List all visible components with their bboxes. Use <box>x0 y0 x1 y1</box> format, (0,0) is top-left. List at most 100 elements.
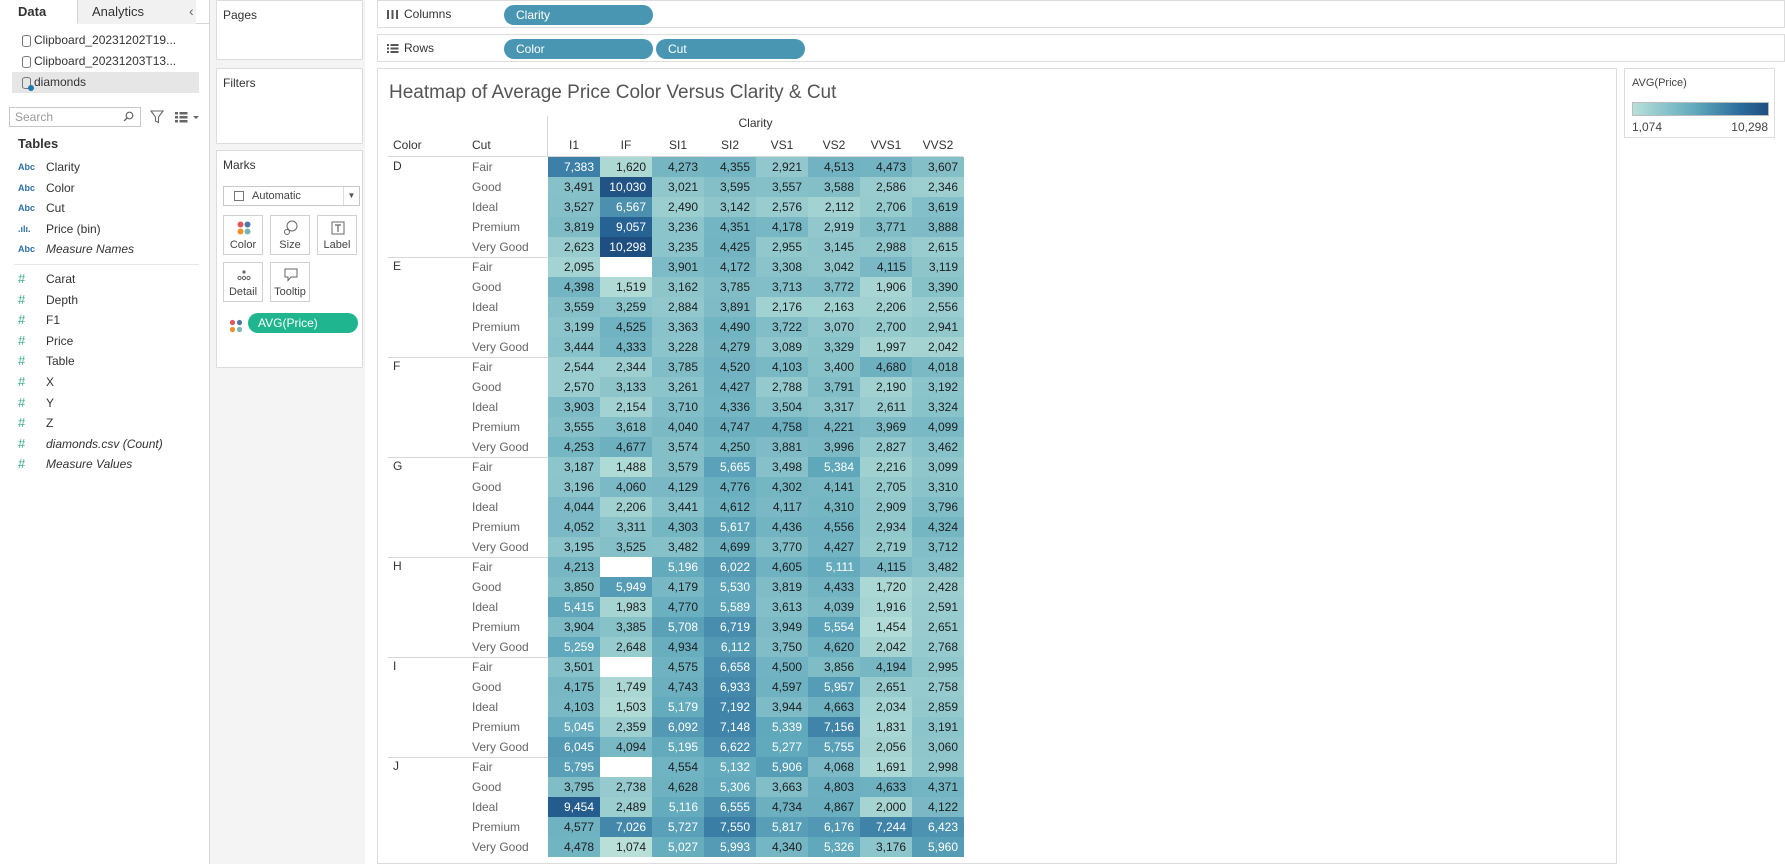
filter-icon[interactable] <box>149 109 165 125</box>
heatmap-cell[interactable]: 4,253 <box>548 437 600 457</box>
heatmap-cell[interactable]: 3,187 <box>548 457 600 477</box>
heatmap-cell[interactable]: 2,884 <box>652 297 704 317</box>
heatmap-cell[interactable]: 4,734 <box>756 797 808 817</box>
heatmap-cell[interactable]: 4,513 <box>808 157 860 177</box>
heatmap-cell[interactable]: 6,022 <box>704 557 756 577</box>
heatmap-cell[interactable]: 6,719 <box>704 617 756 637</box>
heatmap-cell[interactable]: 3,772 <box>808 277 860 297</box>
heatmap-cell[interactable]: 2,909 <box>860 497 912 517</box>
heatmap-cell[interactable]: 4,129 <box>652 477 704 497</box>
heatmap-cell[interactable]: 4,433 <box>808 577 860 597</box>
color-row-label[interactable]: E <box>393 259 402 273</box>
heatmap-cell[interactable]: 3,162 <box>652 277 704 297</box>
cut-row-label[interactable]: Very Good <box>472 440 529 454</box>
heatmap-cell[interactable]: 6,658 <box>704 657 756 677</box>
heatmap-cell[interactable]: 3,770 <box>756 537 808 557</box>
heatmap-cell[interactable]: 5,755 <box>808 737 860 757</box>
heatmap-cell[interactable]: 4,040 <box>652 417 704 437</box>
heatmap-cell[interactable]: 6,567 <box>600 197 652 217</box>
heatmap-cell[interactable]: 4,117 <box>756 497 808 517</box>
heatmap-cell[interactable]: 2,042 <box>860 637 912 657</box>
heatmap-cell[interactable]: 3,311 <box>600 517 652 537</box>
heatmap-cell[interactable]: 4,612 <box>704 497 756 517</box>
heatmap-cell[interactable]: 1,488 <box>600 457 652 477</box>
heatmap-cell[interactable]: 4,490 <box>704 317 756 337</box>
heatmap-cell[interactable]: 4,279 <box>704 337 756 357</box>
field-measure-names[interactable]: Abc Measure Names <box>0 239 209 260</box>
heatmap-cell[interactable]: 5,960 <box>912 837 964 857</box>
heatmap-cell[interactable]: 2,216 <box>860 457 912 477</box>
heatmap-cell[interactable]: 1,983 <box>600 597 652 617</box>
heatmap-cell[interactable]: 2,570 <box>548 377 600 397</box>
heatmap-cell[interactable]: 2,768 <box>912 637 964 657</box>
heatmap-cell[interactable]: 5,132 <box>704 757 756 777</box>
heatmap-cell[interactable]: 3,856 <box>808 657 860 677</box>
cut-row-label[interactable]: Good <box>472 780 502 794</box>
heatmap-cell[interactable]: 4,663 <box>808 697 860 717</box>
data-source-item[interactable]: Clipboard_20231203T13... <box>12 51 199 72</box>
field-carat[interactable]: # Carat <box>0 269 209 290</box>
heatmap-cell[interactable]: 1,620 <box>600 157 652 177</box>
heatmap-cell[interactable]: 3,099 <box>912 457 964 477</box>
heatmap-cell[interactable]: 6,423 <box>912 817 964 837</box>
heatmap-cell[interactable]: 2,651 <box>912 617 964 637</box>
heatmap-cell[interactable]: 4,628 <box>652 777 704 797</box>
heatmap-cell[interactable]: 3,903 <box>548 397 600 417</box>
heatmap-cell[interactable]: 3,712 <box>912 537 964 557</box>
clarity-column-pill[interactable]: Clarity <box>504 5 653 25</box>
heatmap-cell[interactable]: 6,555 <box>704 797 756 817</box>
cut-row-label[interactable]: Good <box>472 180 502 194</box>
heatmap-cell[interactable]: 3,145 <box>808 237 860 257</box>
cut-row-label[interactable]: Premium <box>472 220 521 234</box>
cut-row-label[interactable]: Fair <box>472 160 493 174</box>
heatmap-cell[interactable]: 5,259 <box>548 637 600 657</box>
heatmap-cell[interactable]: 3,501 <box>548 657 600 677</box>
heatmap-cell[interactable]: 3,574 <box>652 437 704 457</box>
heatmap-cell[interactable]: 2,623 <box>548 237 600 257</box>
cut-row-label[interactable]: Good <box>472 280 502 294</box>
heatmap-cell[interactable]: 3,444 <box>548 337 600 357</box>
heatmap-cell[interactable]: 2,738 <box>600 777 652 797</box>
heatmap-cell[interactable]: 6,112 <box>704 637 756 657</box>
heatmap-cell[interactable]: 2,428 <box>912 577 964 597</box>
heatmap-cell[interactable]: 3,791 <box>808 377 860 397</box>
heatmap-cell[interactable]: 4,099 <box>912 417 964 437</box>
heatmap-cell[interactable]: 3,619 <box>912 197 964 217</box>
heatmap-cell[interactable]: 5,196 <box>652 557 704 577</box>
heatmap-cell[interactable]: 3,196 <box>548 477 600 497</box>
heatmap-cell[interactable]: 5,957 <box>808 677 860 697</box>
field-clarity[interactable]: Abc Clarity <box>0 157 209 178</box>
heatmap-cell[interactable]: 2,719 <box>860 537 912 557</box>
heatmap-cell[interactable]: 7,192 <box>704 697 756 717</box>
field-price[interactable]: # Price <box>0 331 209 352</box>
tab-analytics[interactable]: Analytics <box>78 0 196 24</box>
field-y[interactable]: # Y <box>0 393 209 414</box>
cut-row-label[interactable]: Premium <box>472 320 521 334</box>
heatmap-cell[interactable]: 2,941 <box>912 317 964 337</box>
heatmap-cell[interactable]: 2,176 <box>756 297 808 317</box>
color-row-label[interactable]: H <box>393 559 402 573</box>
heatmap-cell[interactable]: 3,176 <box>860 837 912 857</box>
heatmap-cell[interactable]: 3,142 <box>704 197 756 217</box>
heatmap-cell[interactable]: 2,788 <box>756 377 808 397</box>
data-source-item-selected[interactable]: diamonds <box>12 72 199 93</box>
heatmap-cell[interactable]: 3,329 <box>808 337 860 357</box>
color-row-label[interactable]: I <box>393 659 397 673</box>
heatmap-cell[interactable]: 6,176 <box>808 817 860 837</box>
cut-row-label[interactable]: Premium <box>472 420 521 434</box>
heatmap-cell[interactable]: 3,713 <box>756 277 808 297</box>
heatmap-cell[interactable]: 2,000 <box>860 797 912 817</box>
heatmap-cell[interactable]: 4,427 <box>704 377 756 397</box>
heatmap-cell[interactable]: 3,133 <box>600 377 652 397</box>
column-header-vs2[interactable]: VS2 <box>822 138 846 152</box>
column-header-i1[interactable]: I1 <box>568 138 579 152</box>
heatmap-cell[interactable]: 3,525 <box>600 537 652 557</box>
heatmap-cell[interactable]: 5,554 <box>808 617 860 637</box>
heatmap-cell[interactable]: 4,018 <box>912 357 964 377</box>
cut-row-label[interactable]: Fair <box>472 660 493 674</box>
heatmap-cell[interactable]: 10,298 <box>600 237 652 257</box>
field-color[interactable]: Abc Color <box>0 178 209 199</box>
heatmap-cell[interactable]: 2,615 <box>912 237 964 257</box>
heatmap-cell[interactable]: 4,743 <box>652 677 704 697</box>
heatmap-cell[interactable]: 3,070 <box>808 317 860 337</box>
